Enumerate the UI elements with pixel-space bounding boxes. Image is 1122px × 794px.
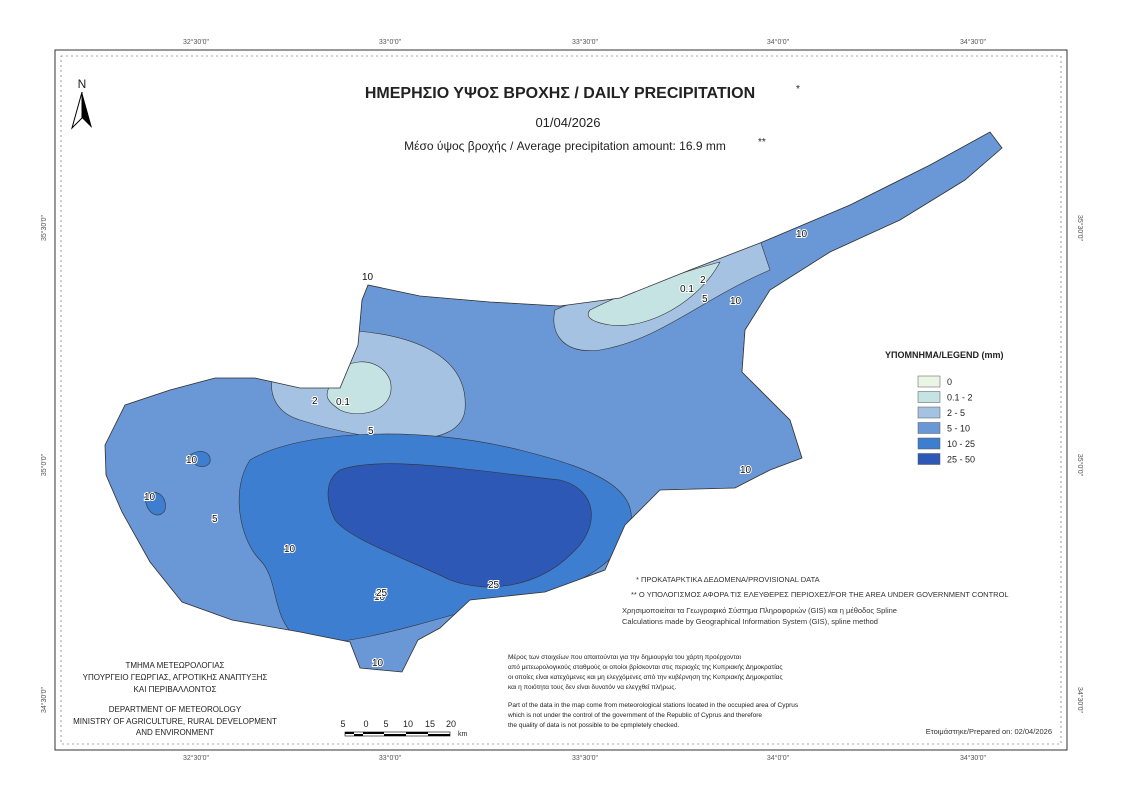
disclaimer-line: και η ποιότητα τους δεν είναι δυνατόν να… — [508, 683, 677, 691]
contour-label: 2 — [700, 275, 706, 286]
coord-label: 33°0'0" — [379, 38, 402, 46]
scale-segment — [428, 734, 450, 736]
department-line: ΚΑΙ ΠΕΡΙΒΑΛΛΟΝΤΟΣ — [134, 685, 217, 694]
scale-segment — [354, 734, 363, 736]
coord-label: 34°30'0" — [960, 754, 987, 762]
coord-label: 32°30'0" — [183, 754, 210, 762]
legend-swatch — [917, 375, 941, 388]
coord-label: 34°30'0" — [1076, 687, 1084, 714]
contour-label: 5 — [702, 294, 708, 305]
north-arrow — [82, 92, 92, 128]
disclaimer-line: Μέρος των στοιχείων που απαιτούνται για … — [508, 653, 742, 661]
contour-label: 25 — [488, 580, 500, 591]
department-line: DEPARTMENT OF METEOROLOGY — [109, 705, 242, 714]
disclaimer-line: από μετεωρολογικούς σταθμούς οι οποίοι β… — [508, 663, 783, 671]
contour-label: 25 — [376, 588, 388, 599]
map-title: ΗΜΕΡΗΣΙΟ ΥΨΟΣ ΒΡΟΧΗΣ / DAILY PRECIPITATI… — [365, 85, 755, 102]
north-arrow — [71, 91, 83, 130]
coordinates: 32°30'0" 33°0'0" 33°30'0" 34°0'0" 34°30'… — [40, 38, 1084, 762]
scale-segment — [345, 732, 354, 734]
scale-label: 5 — [383, 719, 388, 729]
coord-label: 35°30'0" — [40, 214, 48, 241]
coord-label: 33°0'0" — [379, 754, 402, 762]
disclaimer-line: which is not under the control of the go… — [507, 712, 762, 719]
contour-label: 5 — [368, 426, 374, 437]
legend-swatch — [917, 422, 941, 434]
scale-label: 10 — [403, 719, 413, 729]
average-amount: Μέσο ύψος βροχής / Average precipitation… — [404, 139, 726, 153]
department-line: ΥΠΟΥΡΓΕΙΟ ΓΕΩΡΓΙΑΣ, ΑΓΡΟΤΙΚΗΣ ΑΝΑΠΤΥΞΗΣ — [83, 673, 268, 682]
title-mark: * — [796, 84, 800, 95]
legend-swatch — [917, 453, 941, 465]
note: Calculations made by Geographical Inform… — [622, 617, 878, 626]
coord-label: 34°30'0" — [960, 38, 987, 46]
coord-label: 35°0'0" — [40, 453, 48, 476]
contour-label: 10 — [374, 592, 386, 603]
legend-label: 2 - 5 — [947, 408, 965, 418]
coord-label: 34°0'0" — [767, 38, 790, 46]
coord-label: 33°30'0" — [572, 754, 599, 762]
department-line: MINISTRY OF AGRICULTURE, RURAL DEVELOPME… — [73, 717, 277, 726]
contour-label: 10 — [730, 296, 742, 307]
legend-label: 10 - 25 — [947, 439, 975, 449]
zone-25-50 — [327, 463, 592, 588]
contour-label: 10 — [740, 465, 752, 476]
contour-label: 10 — [284, 544, 296, 555]
note: Χρησιμοποιείται τα Γεωγραφικό Σύστημα Πλ… — [622, 606, 897, 615]
precipitation-map — [105, 132, 1002, 672]
legend-label: 25 - 50 — [947, 455, 975, 465]
department-line: ΤΜΗΜΑ ΜΕΤΕΩΡΟΛΟΓΙΑΣ — [125, 661, 224, 670]
coord-label: 35°0'0" — [1076, 454, 1084, 477]
legend-swatch — [917, 437, 941, 450]
legend-label: 5 - 10 — [947, 424, 970, 434]
coord-label: 32°30'0" — [183, 38, 210, 46]
note: * ΠΡΟΚΑΤΑΡΚΤΙΚΑ ΔΕΔΟΜΕΝΑ/PROVISIONAL DAT… — [636, 575, 820, 584]
notes: * ΠΡΟΚΑΤΑΡΚΤΙΚΑ ΔΕΔΟΜΕΝΑ/PROVISIONAL DAT… — [622, 575, 1009, 626]
map-date: 01/04/2026 — [535, 115, 600, 130]
legend-swatch — [917, 406, 941, 419]
scale-label: 5 — [340, 719, 345, 729]
contour-label: 10 — [372, 658, 384, 669]
coord-label: 33°30'0" — [572, 38, 599, 46]
disclaimer-line: Part of the data in the map come from me… — [508, 702, 799, 709]
department-line: AND ENVIRONMENT — [136, 728, 214, 737]
coord-label: 34°0'0" — [767, 754, 790, 762]
contour-label: 5 — [212, 514, 218, 525]
note: ** Ο ΥΠΟΛΟΓΙΣΜΟΣ ΑΦΟΡΑ ΤΙΣ ΕΛΕΥΘΕΡΕΣ ΠΕΡ… — [631, 590, 1009, 599]
map-frame — [54, 49, 1068, 751]
department: ΤΜΗΜΑ ΜΕΤΕΩΡΟΛΟΓΙΑΣ ΥΠΟΥΡΓΕΙΟ ΓΕΩΡΓΙΑΣ, Α… — [73, 661, 277, 737]
scale-segment — [384, 734, 406, 736]
contour-label: 0.1 — [680, 284, 694, 295]
legend-label: 0.1 - 2 — [947, 393, 973, 403]
legend-swatch — [917, 391, 941, 403]
contour-label: 2 — [312, 396, 318, 407]
contour-label: 10 — [144, 492, 156, 503]
coord-label: 35°30'0" — [1076, 215, 1084, 242]
north-label: N — [78, 77, 87, 91]
contour-label: 10 — [796, 229, 808, 240]
prepared-on: Ετοιμάστηκε/Prepared on: 02/04/2026 — [926, 727, 1052, 736]
legend-title: ΥΠΟΜΝΗΜΑ/LEGEND (mm) — [885, 350, 1004, 360]
disclaimer-line: the quality of data is not possible to b… — [508, 722, 679, 729]
legend-label: 0 — [947, 377, 952, 387]
disclaimer: Μέρος των στοιχείων που απαιτούνται για … — [507, 653, 799, 729]
scale-segment — [363, 732, 384, 734]
scale-segment — [406, 732, 428, 734]
scale-label: 0 — [363, 719, 368, 729]
scale-label: 15 — [425, 719, 435, 729]
contour-labels: 10 0.1 2 5 10 2 0.1 5 10 10 10 5 10 10 2… — [143, 228, 809, 670]
contour-label: 0.1 — [336, 397, 350, 408]
disclaimer-line: οι οποίες είναι κατεχόμενες και μη ελεγχ… — [508, 673, 783, 681]
contour-label: 10 — [362, 272, 374, 283]
scale-label: 20 — [446, 719, 456, 729]
zone-10-25 — [144, 451, 211, 516]
average-mark: ** — [758, 137, 766, 148]
scale-label: km — [458, 731, 468, 738]
contour-label: 10 — [186, 455, 198, 466]
inner-frame — [60, 55, 1062, 745]
coord-label: 34°30'0" — [40, 686, 48, 713]
legend: ΥΠΟΜΝΗΜΑ/LEGEND (mm) 0 0.1 - 2 2 - 5 5 - 10… — [885, 350, 1004, 465]
